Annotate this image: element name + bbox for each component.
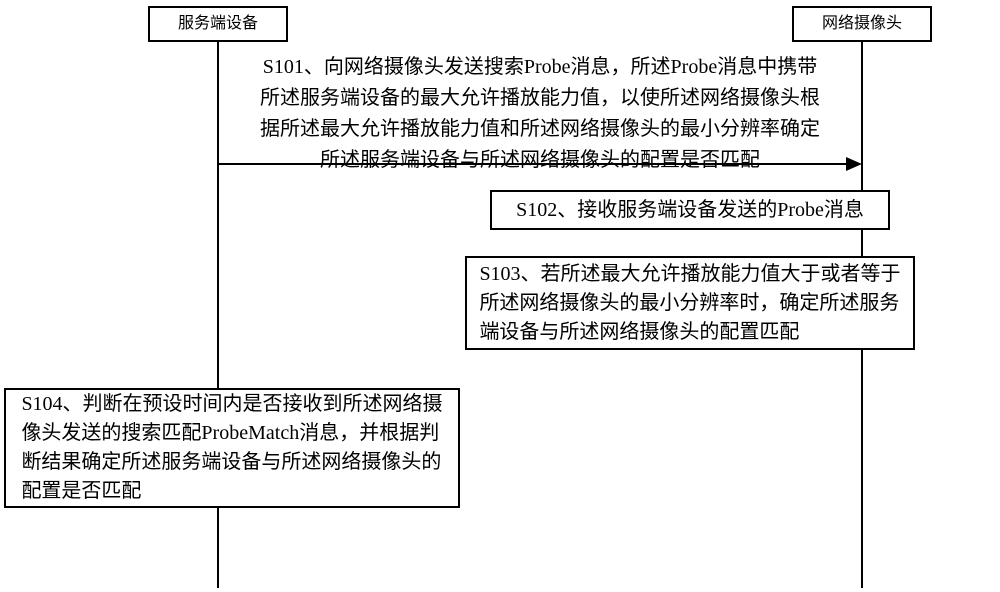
step-s104-box: S104、判断在预设时间内是否接收到所述网络摄 像头发送的搜索匹配ProbeMa… [4,388,460,508]
message-s101-arrow-head [846,157,862,171]
lifeline-header-camera: 网络摄像头 [792,6,932,42]
step-s102-box: S102、接收服务端设备发送的Probe消息 [490,190,890,230]
lifeline-label-camera: 网络摄像头 [822,12,902,35]
lifeline-header-server: 服务端设备 [148,6,288,42]
step-s103-box: S103、若所述最大允许播放能力值大于或者等于 所述网络摄像头的最小分辨率时，确… [465,256,915,350]
step-s103-text: S103、若所述最大允许播放能力值大于或者等于 所述网络摄像头的最小分辨率时，确… [479,260,900,347]
message-s101-text: S101、向网络摄像头发送搜索Probe消息，所述Probe消息中携带 所述服务… [232,52,848,176]
step-s102-text: S102、接收服务端设备发送的Probe消息 [516,196,864,225]
message-s101-content: S101、向网络摄像头发送搜索Probe消息，所述Probe消息中携带 所述服务… [260,56,820,171]
message-s101-arrow-shaft [219,163,846,165]
lifeline-label-server: 服务端设备 [178,12,258,35]
step-s104-text: S104、判断在预设时间内是否接收到所述网络摄 像头发送的搜索匹配ProbeMa… [21,390,442,506]
